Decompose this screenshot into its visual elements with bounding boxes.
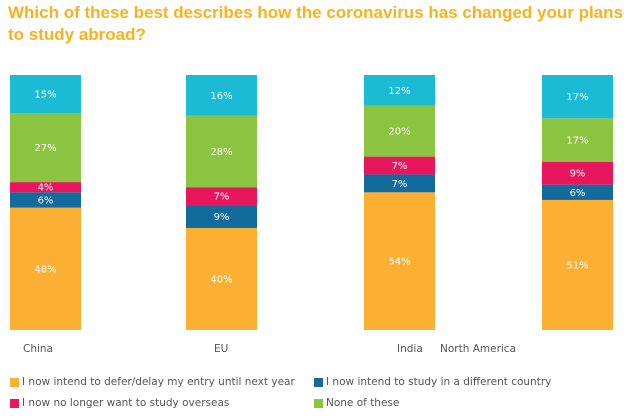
data-label: 51% [566, 260, 588, 271]
bar-segment-india-4 [364, 75, 435, 106]
data-label: 17% [566, 92, 588, 103]
data-label: 54% [388, 257, 410, 268]
legend-label: I now intend to study in a different cou… [326, 376, 552, 388]
bar-segment-north-america-0 [542, 199, 613, 330]
legend-swatch [314, 398, 323, 408]
legend-swatch [10, 377, 19, 387]
chart-title: Which of these best describes how the co… [8, 3, 623, 44]
legend-label: None of these [326, 397, 400, 409]
category-label: China [23, 343, 53, 355]
bars-group: 48%6%4%27%15%40%9%7%28%16%54%7%7%20%12%5… [10, 75, 613, 330]
category-label: India [397, 343, 423, 355]
bar-segment-eu-1 [186, 205, 257, 228]
data-label: 6% [38, 195, 54, 206]
category-labels: China EU India North America [23, 343, 516, 355]
bar-segment-eu-2 [186, 187, 257, 206]
data-label: 15% [34, 90, 56, 101]
data-label: 40% [210, 275, 232, 286]
data-label: 7% [392, 161, 408, 172]
legend-swatch [10, 398, 19, 408]
bar-segment-eu-4 [186, 75, 257, 116]
bar-segment-india-1 [364, 174, 435, 193]
data-label: 7% [392, 179, 408, 190]
bar-segment-china-0 [10, 207, 81, 330]
category-label: EU [214, 343, 228, 355]
legend-swatch [314, 377, 323, 387]
bar-segment-india-0 [364, 192, 435, 330]
legend-label: I now no longer want to study overseas [22, 397, 230, 409]
bar-segment-north-america-3 [542, 118, 613, 162]
bar-segment-eu-3 [186, 115, 257, 188]
data-label: 28% [210, 147, 232, 158]
bar-segment-china-2 [10, 182, 81, 193]
bar-segment-china-3 [10, 113, 81, 183]
data-label: 16% [210, 91, 232, 102]
data-label: 17% [566, 136, 588, 147]
data-label: 6% [570, 188, 586, 199]
data-label: 9% [214, 212, 230, 223]
bar-segment-north-america-4 [542, 75, 613, 119]
data-label: 7% [214, 192, 230, 203]
bar-segment-eu-0 [186, 228, 257, 330]
data-label: 48% [34, 264, 56, 275]
legend-item: I now intend to study in a different cou… [314, 376, 551, 388]
data-label: 4% [38, 183, 54, 194]
legend-label: I now intend to defer/delay my entry unt… [22, 376, 295, 388]
data-label: 20% [388, 127, 410, 138]
bar-segment-north-america-2 [542, 161, 613, 185]
category-label: North America [440, 343, 516, 355]
bar-segment-north-america-1 [542, 184, 613, 200]
data-label: 27% [34, 143, 56, 154]
data-label: 9% [570, 169, 586, 180]
legend-item: I now intend to defer/delay my entry unt… [10, 376, 295, 388]
bar-segment-india-2 [364, 156, 435, 175]
legend-item: None of these [314, 397, 399, 409]
bar-segment-china-4 [10, 75, 81, 114]
bar-segment-india-3 [364, 105, 435, 157]
legend-item: I now no longer want to study overseas [10, 397, 229, 409]
data-label: 12% [388, 86, 410, 97]
bar-segment-china-1 [10, 192, 81, 208]
